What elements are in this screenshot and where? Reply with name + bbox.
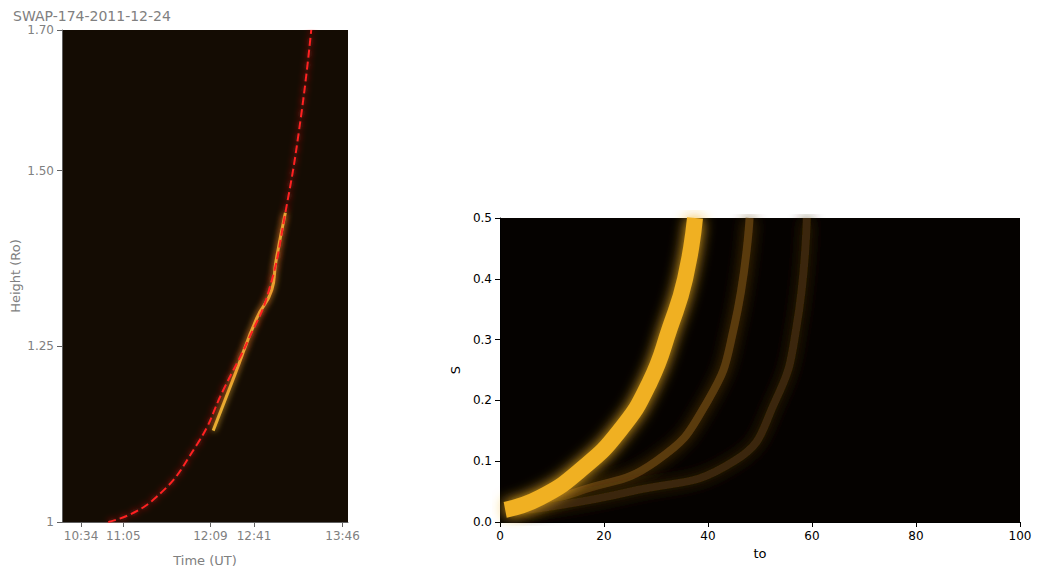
svg-text:13:46: 13:46 [325,529,360,543]
svg-text:to: to [753,546,766,561]
svg-text:11:05: 11:05 [106,529,141,543]
svg-text:0.2: 0.2 [473,393,492,407]
svg-text:12:41: 12:41 [237,529,272,543]
svg-text:100: 100 [1009,529,1032,543]
svg-text:60: 60 [804,529,819,543]
svg-text:0: 0 [496,529,504,543]
svg-text:0.4: 0.4 [473,272,492,286]
svg-text:0.5: 0.5 [473,211,492,225]
svg-text:0.3: 0.3 [473,333,492,347]
svg-text:40: 40 [700,529,715,543]
svg-text:12:09: 12:09 [193,529,228,543]
svg-text:Height (Ro): Height (Ro) [8,239,23,313]
svg-text:Time (UT): Time (UT) [172,553,237,568]
svg-text:0.0: 0.0 [473,515,492,529]
svg-text:1.25: 1.25 [27,339,54,353]
svg-text:1.50: 1.50 [27,164,54,178]
svg-text:20: 20 [596,529,611,543]
svg-text:S: S [448,366,463,374]
svg-text:1: 1 [46,515,54,529]
svg-text:10:34: 10:34 [64,529,99,543]
svg-text:80: 80 [908,529,923,543]
svg-text:SWAP-174-2011-12-24: SWAP-174-2011-12-24 [13,8,171,24]
svg-text:0.1: 0.1 [473,454,492,468]
svg-text:1.70: 1.70 [27,23,54,37]
